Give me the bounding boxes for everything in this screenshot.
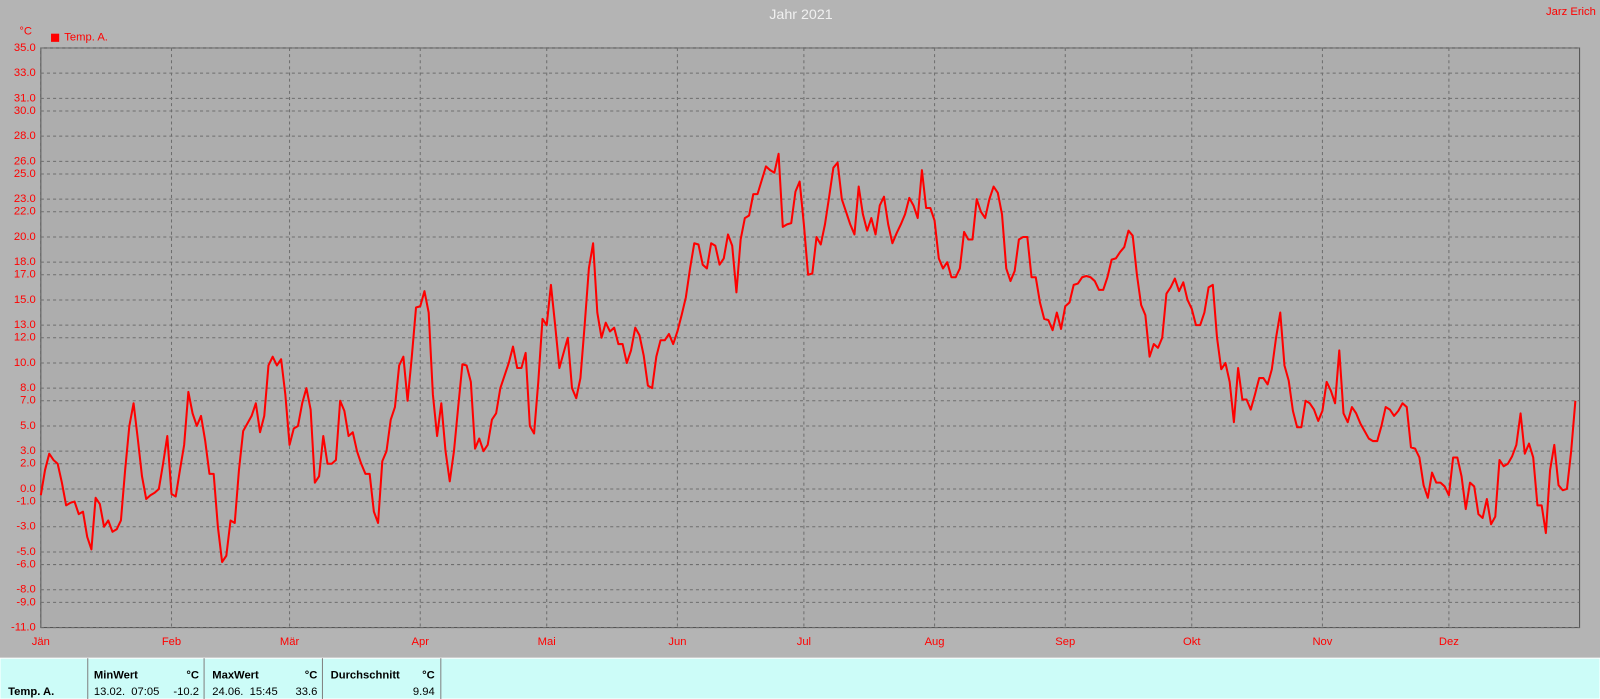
summary-value: 9.94 bbox=[413, 686, 435, 698]
summary-header: MaxWert bbox=[212, 669, 259, 681]
y-tick-label: 5.0 bbox=[20, 420, 36, 432]
y-tick-label: 28.0 bbox=[14, 130, 36, 142]
y-tick-label: 10.0 bbox=[14, 357, 36, 369]
x-tick-label: Sep bbox=[1055, 636, 1075, 648]
y-tick-label: 31.0 bbox=[14, 92, 36, 104]
summary-value: -10.2 bbox=[173, 686, 199, 698]
y-tick-label: 13.0 bbox=[14, 319, 36, 331]
x-tick-label: Okt bbox=[1183, 636, 1201, 648]
y-tick-label: 35.0 bbox=[14, 42, 36, 54]
x-tick-label: Feb bbox=[162, 636, 181, 648]
y-tick-label: 15.0 bbox=[14, 294, 36, 306]
x-tick-label: Mär bbox=[280, 636, 300, 648]
y-tick-label: 12.0 bbox=[14, 332, 36, 344]
summary-unit: °C bbox=[422, 669, 435, 681]
y-tick-label: 23.0 bbox=[14, 193, 36, 205]
y-tick-label: 26.0 bbox=[14, 155, 36, 167]
y-tick-label: 18.0 bbox=[14, 256, 36, 268]
x-tick-label: Nov bbox=[1312, 636, 1332, 648]
summary-panel bbox=[0, 657, 1600, 699]
author: Jarz Erich bbox=[1546, 6, 1596, 18]
y-unit: °C bbox=[19, 26, 32, 38]
legend-label: Temp. A. bbox=[64, 32, 108, 44]
x-tick-label: Jän bbox=[32, 636, 50, 648]
summary-time: 13.02. 07:05 bbox=[94, 686, 160, 698]
y-tick-label: 7.0 bbox=[20, 395, 36, 407]
y-tick-label: -5.0 bbox=[16, 546, 35, 558]
data-line bbox=[39, 152, 1577, 564]
y-tick-label: -9.0 bbox=[16, 596, 35, 608]
x-tick-label: Mai bbox=[538, 636, 556, 648]
summary-row-label: Temp. A. bbox=[8, 686, 54, 698]
x-tick-label: Dez bbox=[1439, 636, 1459, 648]
y-tick-label: -1.0 bbox=[16, 496, 35, 508]
summary-unit: °C bbox=[305, 669, 318, 681]
y-tick-label: 2.0 bbox=[20, 458, 36, 470]
y-tick-label: -3.0 bbox=[16, 521, 35, 533]
x-tick-label: Jul bbox=[797, 636, 811, 648]
summary-time: 24.06. 15:45 bbox=[212, 686, 277, 698]
x-tick-label: Jun bbox=[668, 636, 686, 648]
y-tick-label: -11.0 bbox=[11, 622, 36, 634]
summary-header: MinWert bbox=[94, 669, 138, 681]
x-tick-label: Aug bbox=[925, 636, 945, 648]
y-tick-label: 30.0 bbox=[14, 105, 36, 117]
y-tick-label: -6.0 bbox=[16, 559, 35, 571]
y-tick-label: -8.0 bbox=[16, 584, 35, 596]
y-tick-label: 17.0 bbox=[14, 269, 36, 281]
summary-unit: °C bbox=[186, 669, 199, 681]
y-tick-label: 3.0 bbox=[20, 445, 36, 457]
y-tick-label: 25.0 bbox=[14, 168, 36, 180]
plot-area bbox=[40, 47, 1581, 629]
summary-value: 33.6 bbox=[296, 686, 318, 698]
y-tick-label: 0.0 bbox=[20, 483, 36, 495]
x-tick-label: Apr bbox=[412, 636, 430, 648]
y-tick-label: 20.0 bbox=[14, 231, 36, 243]
y-tick-label: 22.0 bbox=[14, 206, 36, 218]
y-tick-label: 8.0 bbox=[20, 382, 36, 394]
y-tick-label: 33.0 bbox=[14, 67, 36, 79]
summary-header: Durchschnitt bbox=[331, 669, 400, 681]
legend-swatch bbox=[51, 33, 60, 42]
chart-title: Jahr 2021 bbox=[769, 7, 833, 23]
